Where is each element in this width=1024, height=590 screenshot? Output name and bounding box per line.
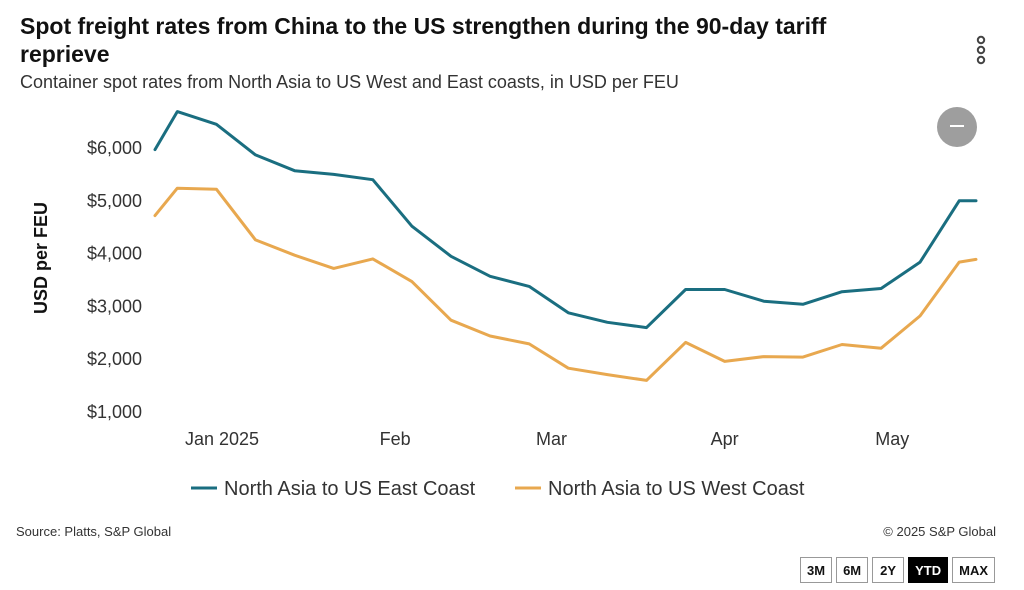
vertical-ellipsis-icon [976,35,986,65]
line-chart: USD per FEU $1,000 $2,000 $3,000 $4,000 $5,0… [31,107,978,500]
range-button-ytd[interactable]: YTD [908,557,949,583]
chart-menu-button[interactable] [966,34,996,68]
chart-area: USD per FEU $1,000 $2,000 $3,000 $4,000 $5,0… [0,100,1024,520]
range-button-6m[interactable]: 6M [836,557,869,583]
y-ticks: $1,000 $2,000 $3,000 $4,000 $5,000 $6,000 [87,138,142,422]
x-tick-label: Mar [536,429,567,449]
x-ticks: Jan 2025 Feb Mar Apr May [185,429,909,449]
chart-subtitle: Container spot rates from North Asia to … [20,72,679,92]
range-selector: 3M 6M 2Y YTD MAX [800,557,996,583]
y-tick-label: $3,000 [87,296,142,316]
copyright-note: © 2025 S&P Global [883,524,996,539]
chart-title: Spot freight rates from China to the US … [20,13,827,67]
y-tick-label: $4,000 [87,244,142,264]
series-lines [153,110,978,382]
y-axis-label-group: USD per FEU [31,202,51,314]
legend-label: North Asia to US East Coast [224,478,476,500]
series-line-east-coast[interactable] [153,110,978,330]
y-tick-label: $6,000 [87,138,142,158]
y-tick-label: $5,000 [87,191,142,211]
y-axis-label: USD per FEU [31,202,51,314]
source-note: Source: Platts, S&P Global [16,524,172,539]
legend-label: North Asia to US West Coast [548,478,805,500]
range-button-2y[interactable]: 2Y [872,557,905,583]
x-tick-label: Feb [380,429,411,449]
legend: North Asia to US East Coast North Asia to… [191,478,805,500]
zoom-out-button[interactable] [937,107,977,147]
series-line-west-coast[interactable] [153,186,978,382]
x-tick-label: Jan 2025 [185,429,259,449]
range-button-max[interactable]: MAX [952,557,996,583]
range-button-3m[interactable]: 3M [800,557,833,583]
y-tick-label: $2,000 [87,349,142,369]
y-tick-label: $1,000 [87,402,142,422]
x-tick-label: May [875,429,909,449]
legend-item-west-coast[interactable]: North Asia to US West Coast [515,478,805,500]
legend-item-east-coast[interactable]: North Asia to US East Coast [191,478,476,500]
x-tick-label: Apr [711,429,739,449]
